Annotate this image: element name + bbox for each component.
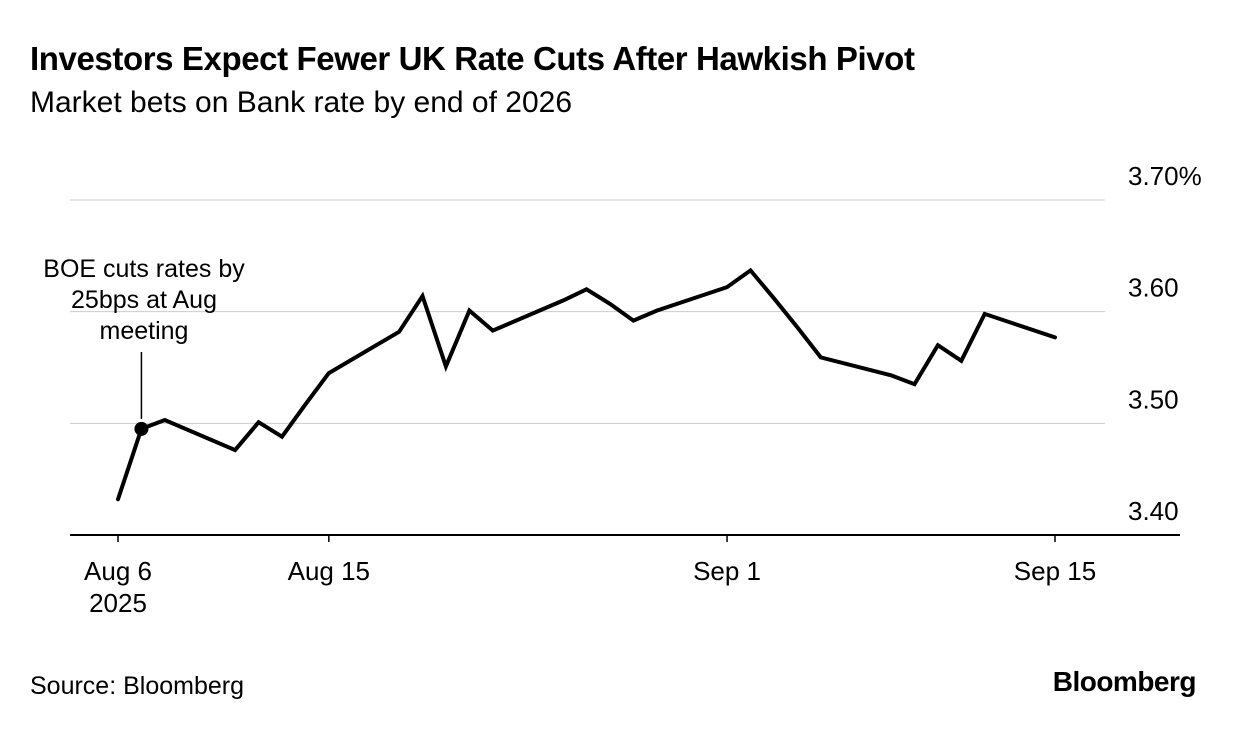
x-axis-label: Sep 15 [1014, 556, 1096, 586]
chart-subtitle: Market bets on Bank rate by end of 2026 [30, 86, 573, 119]
chart-title: Investors Expect Fewer UK Rate Cuts Afte… [30, 40, 915, 77]
boe-annotation: BOE cuts rates by 25bps at Aug meeting [30, 254, 258, 347]
x-axis-year-label: 2025 [89, 588, 147, 618]
boe-cut-marker [134, 421, 149, 436]
y-axis-label: 3.60 [1128, 273, 1179, 303]
y-axis-label: 3.50 [1128, 384, 1179, 414]
x-axis-label: Aug 6 [84, 556, 152, 586]
y-axis-label: 3.40 [1128, 496, 1179, 526]
annotation-line-1: BOE cuts rates by [43, 255, 245, 283]
annotation-line-2: 25bps at Aug [71, 286, 217, 314]
bloomberg-logo: Bloomberg [1052, 666, 1197, 697]
source-credit: Source: Bloomberg [30, 672, 245, 700]
x-axis-label: Sep 1 [693, 556, 761, 586]
x-axis-label: Aug 15 [288, 556, 370, 586]
rate-line [116, 267, 1057, 502]
annotation-line-3: meeting [99, 317, 189, 345]
y-axis-label: 3.70% [1128, 161, 1202, 191]
